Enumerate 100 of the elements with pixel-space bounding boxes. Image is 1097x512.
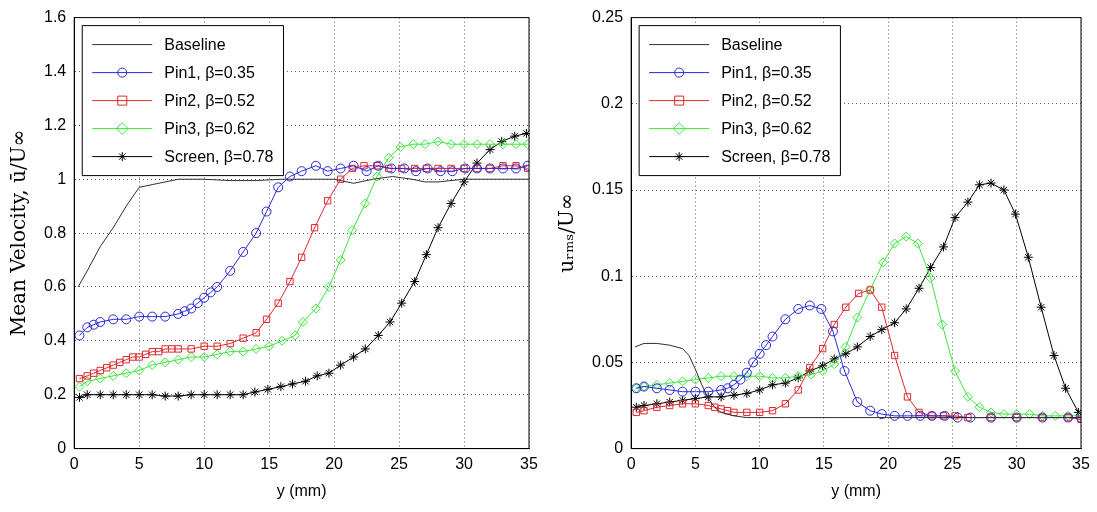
point (348, 352, 359, 363)
point (397, 164, 406, 173)
point (998, 185, 1009, 195)
point (384, 316, 395, 327)
y-tick-label: 0.6 (43, 277, 67, 295)
point (925, 272, 936, 283)
point (974, 179, 985, 190)
point (498, 163, 509, 174)
x-tick-label: 25 (390, 454, 409, 472)
y-tick-label: 0.1 (600, 266, 624, 284)
point (286, 277, 294, 286)
point (511, 139, 522, 150)
point (711, 403, 719, 411)
point (743, 408, 751, 417)
point (161, 345, 169, 353)
point (816, 303, 827, 314)
point (716, 371, 727, 382)
point (212, 349, 223, 360)
point (653, 403, 661, 411)
point (82, 376, 93, 387)
point (723, 406, 732, 415)
y-tick-label: 0 (614, 439, 624, 457)
point (716, 384, 727, 395)
point (108, 389, 119, 400)
point (741, 371, 752, 382)
point (817, 366, 828, 377)
point (300, 376, 311, 387)
point (82, 322, 93, 333)
point (677, 395, 688, 406)
point (225, 265, 236, 276)
point (677, 386, 688, 397)
point (335, 163, 346, 174)
point (854, 289, 863, 298)
point (485, 144, 496, 155)
point (852, 397, 863, 408)
point (212, 281, 223, 292)
point (186, 352, 197, 363)
y-tick-label: 0.4 (43, 331, 67, 349)
point (173, 391, 184, 402)
point (830, 320, 838, 329)
point (951, 412, 959, 420)
point (160, 311, 171, 322)
point (361, 166, 372, 177)
point (284, 171, 295, 182)
legend-label: Screen, β=0.78 (164, 148, 274, 166)
point (938, 241, 949, 252)
point (865, 331, 876, 342)
point (90, 369, 98, 377)
point (704, 401, 712, 410)
x-tick-label: 5 (134, 454, 144, 472)
point (509, 131, 520, 142)
point (499, 162, 507, 170)
point (804, 300, 815, 311)
point (212, 389, 223, 400)
point (225, 389, 236, 400)
y-tick-label: 1 (57, 169, 67, 187)
point (74, 381, 85, 392)
point (74, 330, 85, 341)
point (238, 389, 249, 400)
point (780, 372, 791, 383)
legend-label: Pin2, β=0.52 (721, 92, 812, 110)
point (160, 391, 171, 402)
point (889, 238, 900, 249)
point (914, 283, 925, 294)
point (168, 345, 176, 353)
point (109, 361, 117, 369)
point (986, 178, 997, 189)
point (912, 238, 923, 249)
point (409, 276, 420, 287)
point (199, 352, 210, 363)
point (878, 303, 886, 311)
point (336, 175, 345, 183)
legend-label: Pin2, β=0.52 (164, 92, 255, 110)
point (677, 376, 688, 387)
point (1036, 302, 1047, 313)
point (728, 379, 739, 390)
point (472, 158, 483, 169)
point (108, 314, 119, 325)
point (420, 139, 431, 150)
point (761, 340, 772, 351)
point (435, 166, 446, 177)
y-axis-title: Mean Velocity, ū/U∞ (6, 129, 31, 337)
point (290, 330, 301, 341)
point (200, 342, 208, 350)
point (134, 365, 145, 376)
point (134, 311, 145, 322)
point (173, 308, 184, 319)
point (889, 317, 900, 328)
point (485, 139, 496, 150)
y-tick-label: 0.25 (592, 8, 624, 26)
point (691, 400, 700, 408)
point (852, 341, 863, 352)
point (986, 407, 997, 418)
x-tick-label: 10 (750, 454, 769, 472)
point (754, 348, 765, 359)
y-axis-title: uᵣₘₛ/U∞ (554, 193, 579, 273)
point (666, 401, 674, 410)
legend-label: Baseline (721, 36, 783, 54)
point (173, 354, 184, 365)
point (1023, 252, 1034, 263)
